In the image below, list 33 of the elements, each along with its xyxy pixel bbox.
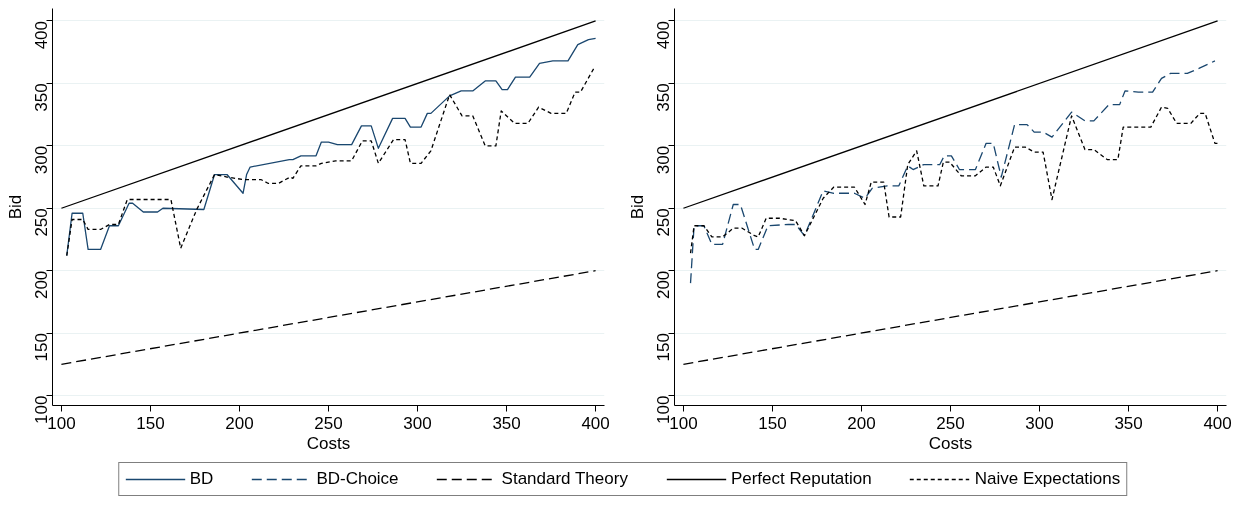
y-tick-label: 400 xyxy=(654,20,674,50)
legend-label: Perfect Reputation xyxy=(730,469,872,489)
legend-label: BD xyxy=(189,469,214,489)
x-tick-label: 150 xyxy=(136,413,165,433)
y-tick-label: 150 xyxy=(654,333,674,362)
x-tick-label: 200 xyxy=(847,413,876,433)
y-tick-label: 200 xyxy=(654,270,674,300)
y-tick-label: 250 xyxy=(32,208,52,237)
y-axis-title: Bid xyxy=(627,194,647,220)
y-tick-label: 250 xyxy=(654,208,674,237)
x-tick-label: 300 xyxy=(403,413,432,433)
x-tick-label: 400 xyxy=(1203,413,1232,433)
y-tick-label: 300 xyxy=(32,145,52,175)
y-tick-label: 300 xyxy=(654,145,674,175)
y-axis-title: Bid xyxy=(5,194,25,220)
y-tick-label: 200 xyxy=(32,270,52,300)
x-tick-label: 250 xyxy=(314,413,343,433)
x-tick-label: 300 xyxy=(1025,413,1054,433)
x-tick-label: 350 xyxy=(492,413,521,433)
x-tick-label: 150 xyxy=(758,413,787,433)
y-tick-label: 150 xyxy=(32,333,52,362)
y-tick-label: 350 xyxy=(32,83,52,112)
legend-label: Naive Expectations xyxy=(974,469,1121,489)
x-tick-label: 250 xyxy=(936,413,965,433)
y-tick-label: 400 xyxy=(32,20,52,50)
x-tick-label: 400 xyxy=(581,413,610,433)
legend-label: Standard Theory xyxy=(501,469,628,489)
y-tick-label: 350 xyxy=(654,83,674,112)
text: BD-Choice xyxy=(316,469,399,489)
x-axis-title: Costs xyxy=(928,433,973,453)
x-tick-label: 200 xyxy=(225,413,254,433)
x-tick-label: 350 xyxy=(1114,413,1143,433)
x-axis-title: Costs xyxy=(306,433,351,453)
